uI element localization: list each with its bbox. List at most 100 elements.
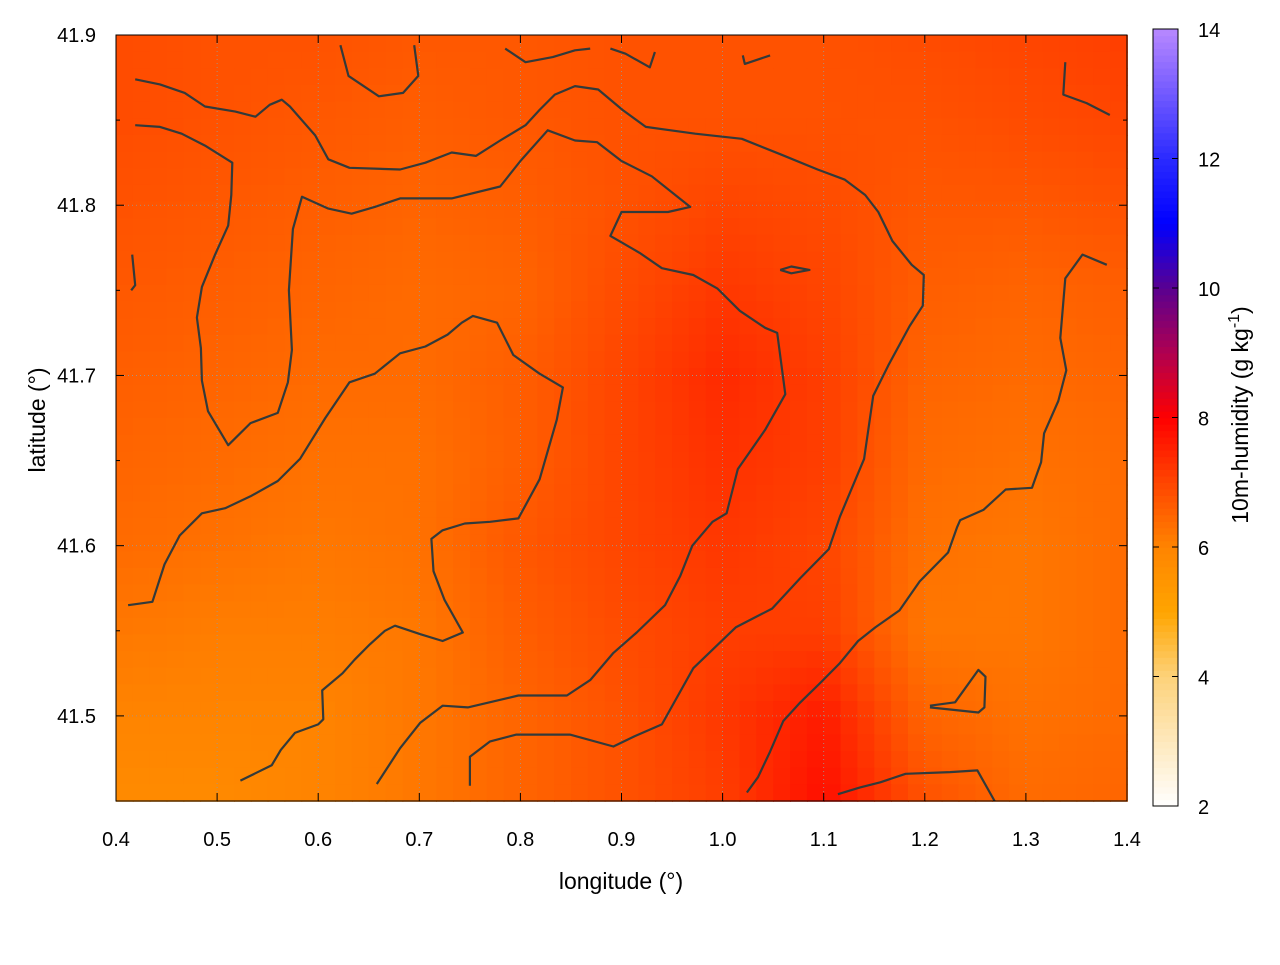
heatmap-cell <box>301 784 320 802</box>
heatmap-cell <box>234 68 252 86</box>
heatmap-cell <box>638 268 657 286</box>
heatmap-cell <box>705 85 724 103</box>
heatmap-cell <box>385 484 404 503</box>
heatmap-cell <box>688 85 707 103</box>
heatmap-cell <box>975 567 994 586</box>
heatmap-cell <box>385 368 404 386</box>
heatmap-cell <box>267 534 286 553</box>
heatmap-cell <box>368 484 387 503</box>
heatmap-cell <box>469 601 488 619</box>
heatmap-cell <box>554 68 572 86</box>
heatmap-cell <box>655 184 673 203</box>
heatmap-cell <box>722 134 741 153</box>
heatmap-cell <box>1076 551 1095 569</box>
heatmap-cell <box>891 717 909 736</box>
heatmap-cell <box>453 168 471 186</box>
heatmap-cell <box>638 68 657 86</box>
heatmap-cell <box>453 251 471 269</box>
heatmap-cell <box>806 784 825 802</box>
heatmap-cell <box>790 717 808 736</box>
heatmap-cell <box>537 51 555 70</box>
heatmap-cell <box>486 85 505 103</box>
heatmap-cell <box>1009 218 1027 236</box>
x-tick-label: 0.4 <box>102 829 130 851</box>
heatmap-cell <box>116 101 134 120</box>
heatmap-cell <box>655 85 673 103</box>
heatmap-cell <box>149 517 168 536</box>
heatmap-cell <box>402 534 421 553</box>
heatmap-cell <box>621 151 640 170</box>
heatmap-cell <box>672 601 690 619</box>
heatmap-cell <box>503 134 522 153</box>
heatmap-cell <box>436 684 454 702</box>
heatmap-cell <box>773 734 791 752</box>
heatmap-cell <box>688 384 707 403</box>
heatmap-cell <box>453 751 471 769</box>
heatmap-cell <box>132 451 151 469</box>
heatmap-cell <box>1025 234 1044 253</box>
heatmap-cell <box>874 101 892 120</box>
heatmap-cell <box>1042 651 1061 669</box>
heatmap-cell <box>621 617 640 636</box>
heatmap-cell <box>924 85 943 103</box>
heatmap-cell <box>941 68 960 86</box>
heatmap-cell <box>267 118 286 136</box>
heatmap-cell <box>250 168 269 186</box>
heatmap-cell <box>200 451 218 469</box>
heatmap-cell <box>722 51 741 70</box>
heatmap-cell <box>958 434 977 453</box>
heatmap-cell <box>183 751 202 769</box>
heatmap-cell <box>672 35 690 53</box>
heatmap-cell <box>402 368 421 386</box>
heatmap-cell <box>217 517 235 536</box>
colorbar-segment <box>1153 637 1178 645</box>
heatmap-cell <box>469 218 488 236</box>
heatmap-cell <box>806 101 825 120</box>
colorbar-segment <box>1153 333 1178 341</box>
heatmap-cell <box>655 384 673 403</box>
heatmap-cell <box>385 418 404 436</box>
heatmap-cell <box>200 468 218 486</box>
heatmap-cell <box>739 684 758 702</box>
heatmap-cell <box>924 218 943 236</box>
heatmap-cell <box>638 601 657 619</box>
heatmap-cell <box>1009 601 1027 619</box>
colorbar-segment <box>1153 469 1178 477</box>
heatmap-cell <box>116 534 134 553</box>
heatmap-cell <box>672 368 690 386</box>
heatmap-cell <box>857 234 876 253</box>
heatmap-cell <box>958 617 977 636</box>
heatmap-cell <box>301 351 320 369</box>
heatmap-cell <box>1042 701 1061 719</box>
heatmap-cell <box>1009 35 1027 53</box>
heatmap-cell <box>149 301 168 319</box>
heatmap-cell <box>958 368 977 386</box>
heatmap-cell <box>520 118 539 136</box>
heatmap-cell <box>604 151 623 170</box>
x-tick-label: 0.7 <box>405 829 433 851</box>
heatmap-cell <box>116 484 134 503</box>
heatmap-cell <box>840 534 859 553</box>
heatmap-cell <box>554 751 572 769</box>
heatmap-cell <box>1076 351 1095 369</box>
heatmap-cell <box>924 284 943 303</box>
heatmap-cell <box>116 284 134 303</box>
heatmap-cell <box>368 218 387 236</box>
heatmap-cell <box>486 168 505 186</box>
heatmap-cell <box>486 101 505 120</box>
heatmap-cell <box>655 401 673 419</box>
heatmap-cell <box>335 351 353 369</box>
heatmap-cell <box>705 601 724 619</box>
heatmap-cell <box>520 567 539 586</box>
heatmap-cell <box>301 451 320 469</box>
heatmap-cell <box>469 584 488 602</box>
heatmap-cell <box>908 584 926 602</box>
heatmap-cell <box>638 284 657 303</box>
heatmap-cell <box>756 517 774 536</box>
heatmap-cell <box>1093 268 1111 286</box>
heatmap-cell <box>217 35 235 53</box>
heatmap-cell <box>722 318 741 336</box>
heatmap-cell <box>436 85 454 103</box>
heatmap-cell <box>554 284 572 303</box>
